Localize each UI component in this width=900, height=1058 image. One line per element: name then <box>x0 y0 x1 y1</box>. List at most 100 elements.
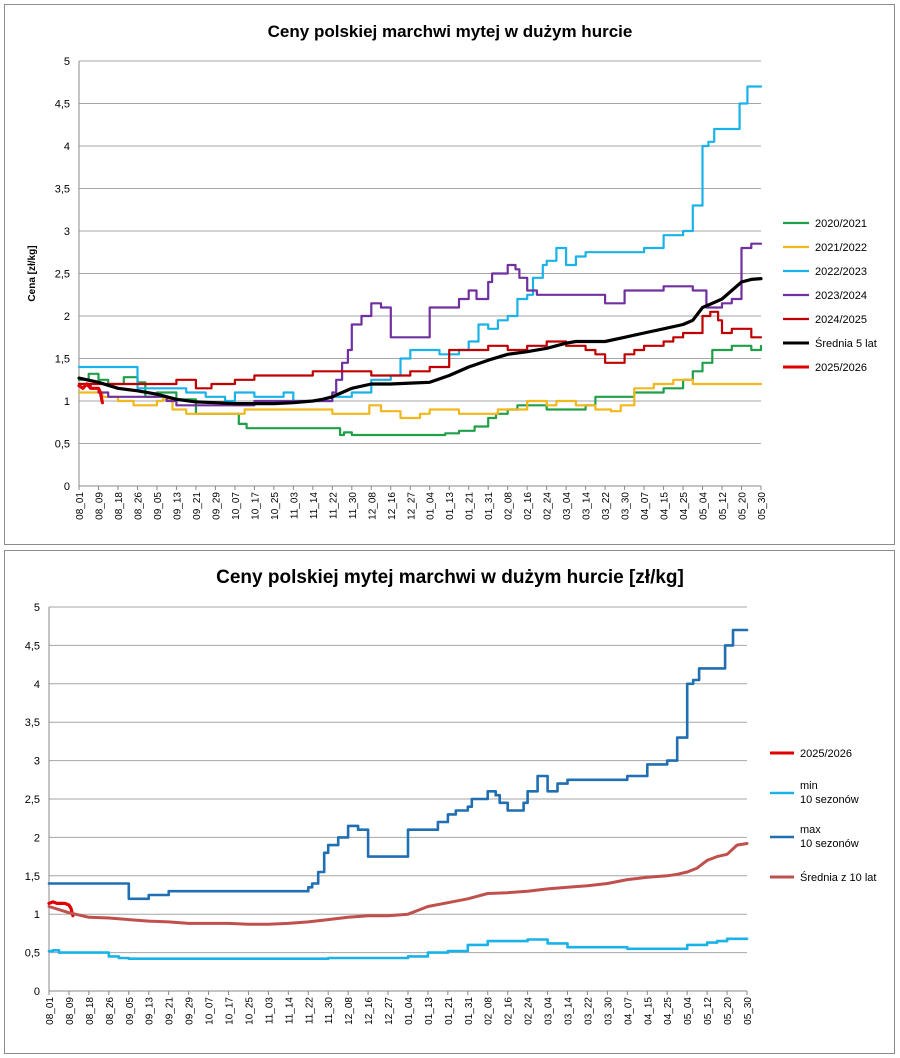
x-tick-label: 08_09 <box>65 997 76 1025</box>
x-tick-label: 09_13 <box>145 997 156 1025</box>
x-tick-label: 09_29 <box>211 492 222 520</box>
x-tick-label: 08_26 <box>133 492 144 520</box>
y-axis-label: Cena [zł/kg] <box>27 245 38 301</box>
x-tick-label: 09_05 <box>153 492 164 520</box>
x-tick-label: 05_04 <box>683 997 694 1025</box>
x-tick-label: 10_25 <box>244 997 255 1025</box>
x-tick-label: 09_05 <box>125 997 136 1025</box>
y-tick-label: 0,5 <box>55 439 70 451</box>
series-line-2025-2026 <box>47 900 75 918</box>
x-tick-label: 01_04 <box>404 997 415 1025</box>
x-tick-label: 03_14 <box>564 997 575 1025</box>
series-line-max-10-sezonów <box>47 628 749 901</box>
x-tick-label: 10_07 <box>231 492 242 520</box>
legend-label: max 10 sezonów <box>800 824 859 850</box>
x-tick-label: 04_07 <box>640 492 651 520</box>
series-line-2023-2024 <box>77 242 763 407</box>
x-tick-label: 11_03 <box>264 997 275 1025</box>
legend-label: Średnia 5 lat <box>815 337 877 350</box>
x-tick-label: 09_21 <box>192 492 203 520</box>
series-line-2021-2022 <box>77 378 763 420</box>
y-tick-label: 1,5 <box>55 354 70 366</box>
y-tick-label: 2 <box>34 832 40 844</box>
series-line-2025-2026 <box>77 382 104 405</box>
chart-1-svg: Ceny polskiej marchwi mytej w dużym hurc… <box>27 22 877 520</box>
x-tick-label: 09_13 <box>172 492 183 520</box>
legend-label: 2024/2025 <box>815 314 867 326</box>
y-tick-label: 3 <box>64 226 70 238</box>
legend-label: 2021/2022 <box>815 242 867 254</box>
x-tick-label: 04_07 <box>623 997 634 1025</box>
x-tick-label: 05_20 <box>738 492 749 520</box>
y-tick-label: 4 <box>64 141 70 153</box>
x-tick-label: 12_27 <box>384 997 395 1025</box>
x-tick-label: 03_04 <box>544 997 555 1025</box>
x-tick-label: 05_12 <box>718 492 729 520</box>
x-tick-label: 08_01 <box>75 492 86 520</box>
legend-label-line: 10 sezonów <box>800 794 859 806</box>
x-tick-label: 05_12 <box>703 997 714 1025</box>
x-tick-label: 12_08 <box>367 492 378 520</box>
x-tick-label: 03_22 <box>601 492 612 520</box>
y-tick-label: 3 <box>34 756 40 768</box>
x-tick-label: 12_08 <box>344 997 355 1025</box>
y-tick-label: 1 <box>64 396 70 408</box>
x-tick-label: 04_25 <box>663 997 674 1025</box>
legend-label: 2023/2024 <box>815 290 867 302</box>
x-tick-label: 03_14 <box>582 492 593 520</box>
x-tick-label: 03_30 <box>603 997 614 1025</box>
x-tick-label: 01_21 <box>465 492 476 520</box>
x-tick-label: 12_16 <box>364 997 375 1025</box>
x-tick-label: 09_29 <box>185 997 196 1025</box>
legend-label: 2022/2023 <box>815 266 867 278</box>
legend-label-line: 10 sezonów <box>800 838 859 850</box>
x-tick-label: 10_17 <box>250 492 261 520</box>
x-tick-label: 02_16 <box>504 997 515 1025</box>
y-tick-label: 0,5 <box>25 948 40 960</box>
legend-label-line: min <box>800 780 818 792</box>
x-tick-label: 11_14 <box>309 492 320 520</box>
series-line-2020-2021 <box>77 344 763 437</box>
y-tick-label: 0 <box>64 481 70 493</box>
x-tick-label: 04_15 <box>643 997 654 1025</box>
legend-label: 2020/2021 <box>815 218 867 230</box>
x-tick-label: 10_17 <box>224 997 235 1025</box>
chart-title: Ceny polskiej marchwi mytej w dużym hurc… <box>268 22 633 41</box>
x-tick-label: 05_30 <box>743 997 754 1025</box>
y-tick-label: 2 <box>64 311 70 323</box>
x-tick-label: 04_15 <box>660 492 671 520</box>
y-tick-label: 5 <box>34 602 40 614</box>
chart-panel-1: Ceny polskiej marchwi mytej w dużym hurc… <box>4 4 895 545</box>
x-tick-label: 10_07 <box>205 997 216 1025</box>
y-tick-label: 3,5 <box>55 184 70 196</box>
chart-title: Ceny polskiej mytej marchwi w dużym hurc… <box>216 567 684 588</box>
x-tick-label: 08_18 <box>114 492 125 520</box>
y-tick-label: 2,5 <box>55 269 70 281</box>
legend-label: Średnia z 10 lat <box>800 871 876 884</box>
x-tick-label: 11_30 <box>348 492 359 520</box>
x-tick-label: 01_13 <box>445 492 456 520</box>
x-tick-label: 05_30 <box>757 492 768 520</box>
x-tick-label: 09_21 <box>165 997 176 1025</box>
x-tick-label: 03_30 <box>621 492 632 520</box>
series-line-2022-2023 <box>77 85 763 403</box>
y-tick-label: 4,5 <box>55 99 70 111</box>
y-tick-label: 0 <box>34 986 40 998</box>
legend-label: 2025/2026 <box>815 362 867 374</box>
chart-2-svg: Ceny polskiej mytej marchwi w dużym hurc… <box>25 567 877 1025</box>
chart-panel-2: Ceny polskiej mytej marchwi w dużym hurc… <box>4 550 895 1054</box>
y-tick-label: 1,5 <box>25 871 40 883</box>
x-tick-label: 11_14 <box>284 997 295 1025</box>
x-tick-label: 11_22 <box>328 492 339 520</box>
x-tick-label: 08_18 <box>85 997 96 1025</box>
y-tick-label: 4 <box>34 679 40 691</box>
legend-label: 2025/2026 <box>800 748 852 760</box>
x-tick-label: 08_09 <box>94 492 105 520</box>
y-tick-label: 5 <box>64 56 70 68</box>
x-tick-label: 04_25 <box>679 492 690 520</box>
x-tick-label: 02_08 <box>504 492 515 520</box>
x-tick-label: 05_04 <box>699 492 710 520</box>
series-line-min-10-sezonów <box>47 937 749 960</box>
x-tick-label: 11_30 <box>324 997 335 1025</box>
x-tick-label: 12_27 <box>406 492 417 520</box>
